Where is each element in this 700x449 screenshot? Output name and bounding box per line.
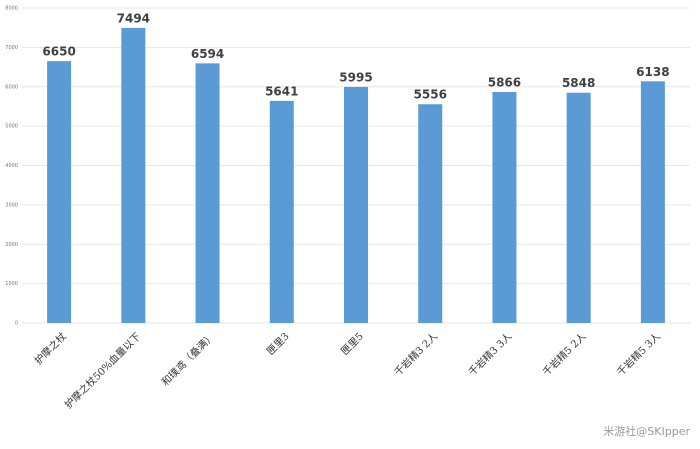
value-label: 7494 bbox=[117, 11, 150, 25]
x-tick-label: 护摩之杖 bbox=[32, 330, 69, 367]
value-label: 5995 bbox=[339, 70, 372, 84]
value-label: 6650 bbox=[42, 45, 75, 59]
value-label: 6594 bbox=[191, 47, 224, 61]
y-tick-label: 0 bbox=[15, 321, 18, 327]
x-tick-label: 千岩精5 2人 bbox=[540, 330, 589, 379]
x-tick-label: 千岩精3 2人 bbox=[391, 330, 440, 379]
value-label: 5556 bbox=[414, 88, 447, 102]
bar bbox=[269, 100, 294, 324]
y-tick-label: 1000 bbox=[5, 281, 18, 287]
y-tick-label: 3000 bbox=[5, 202, 18, 208]
y-tick-label: 2000 bbox=[5, 242, 18, 248]
watermark: 米游社@SKIpper bbox=[603, 424, 690, 438]
bar bbox=[121, 27, 146, 324]
x-tick-label: 千岩精3 3人 bbox=[466, 330, 515, 379]
x-tick-label: 千岩精5 3人 bbox=[614, 330, 663, 379]
bar bbox=[418, 104, 443, 323]
x-tick-label: 匣里3 bbox=[265, 330, 292, 357]
value-label: 6138 bbox=[636, 65, 669, 79]
value-label: 5866 bbox=[488, 76, 521, 90]
bar bbox=[566, 92, 591, 323]
y-tick-label: 4000 bbox=[5, 163, 18, 169]
x-tick-label: 护摩之杖50%血量以下 bbox=[62, 330, 143, 411]
bar bbox=[492, 92, 517, 324]
bar bbox=[344, 86, 368, 324]
y-tick-label: 8000 bbox=[5, 6, 18, 12]
x-tick-label: 匣里5 bbox=[339, 330, 366, 357]
bar bbox=[195, 63, 220, 324]
value-label: 5641 bbox=[265, 84, 298, 98]
y-tick-label: 6000 bbox=[5, 84, 18, 90]
y-tick-label: 7000 bbox=[5, 45, 18, 51]
bar bbox=[640, 81, 665, 323]
bar bbox=[47, 61, 72, 323]
y-tick-label: 5000 bbox=[5, 124, 18, 130]
value-label: 5848 bbox=[562, 76, 595, 90]
x-tick-label: 和璞鸢（叠满） bbox=[159, 330, 218, 389]
